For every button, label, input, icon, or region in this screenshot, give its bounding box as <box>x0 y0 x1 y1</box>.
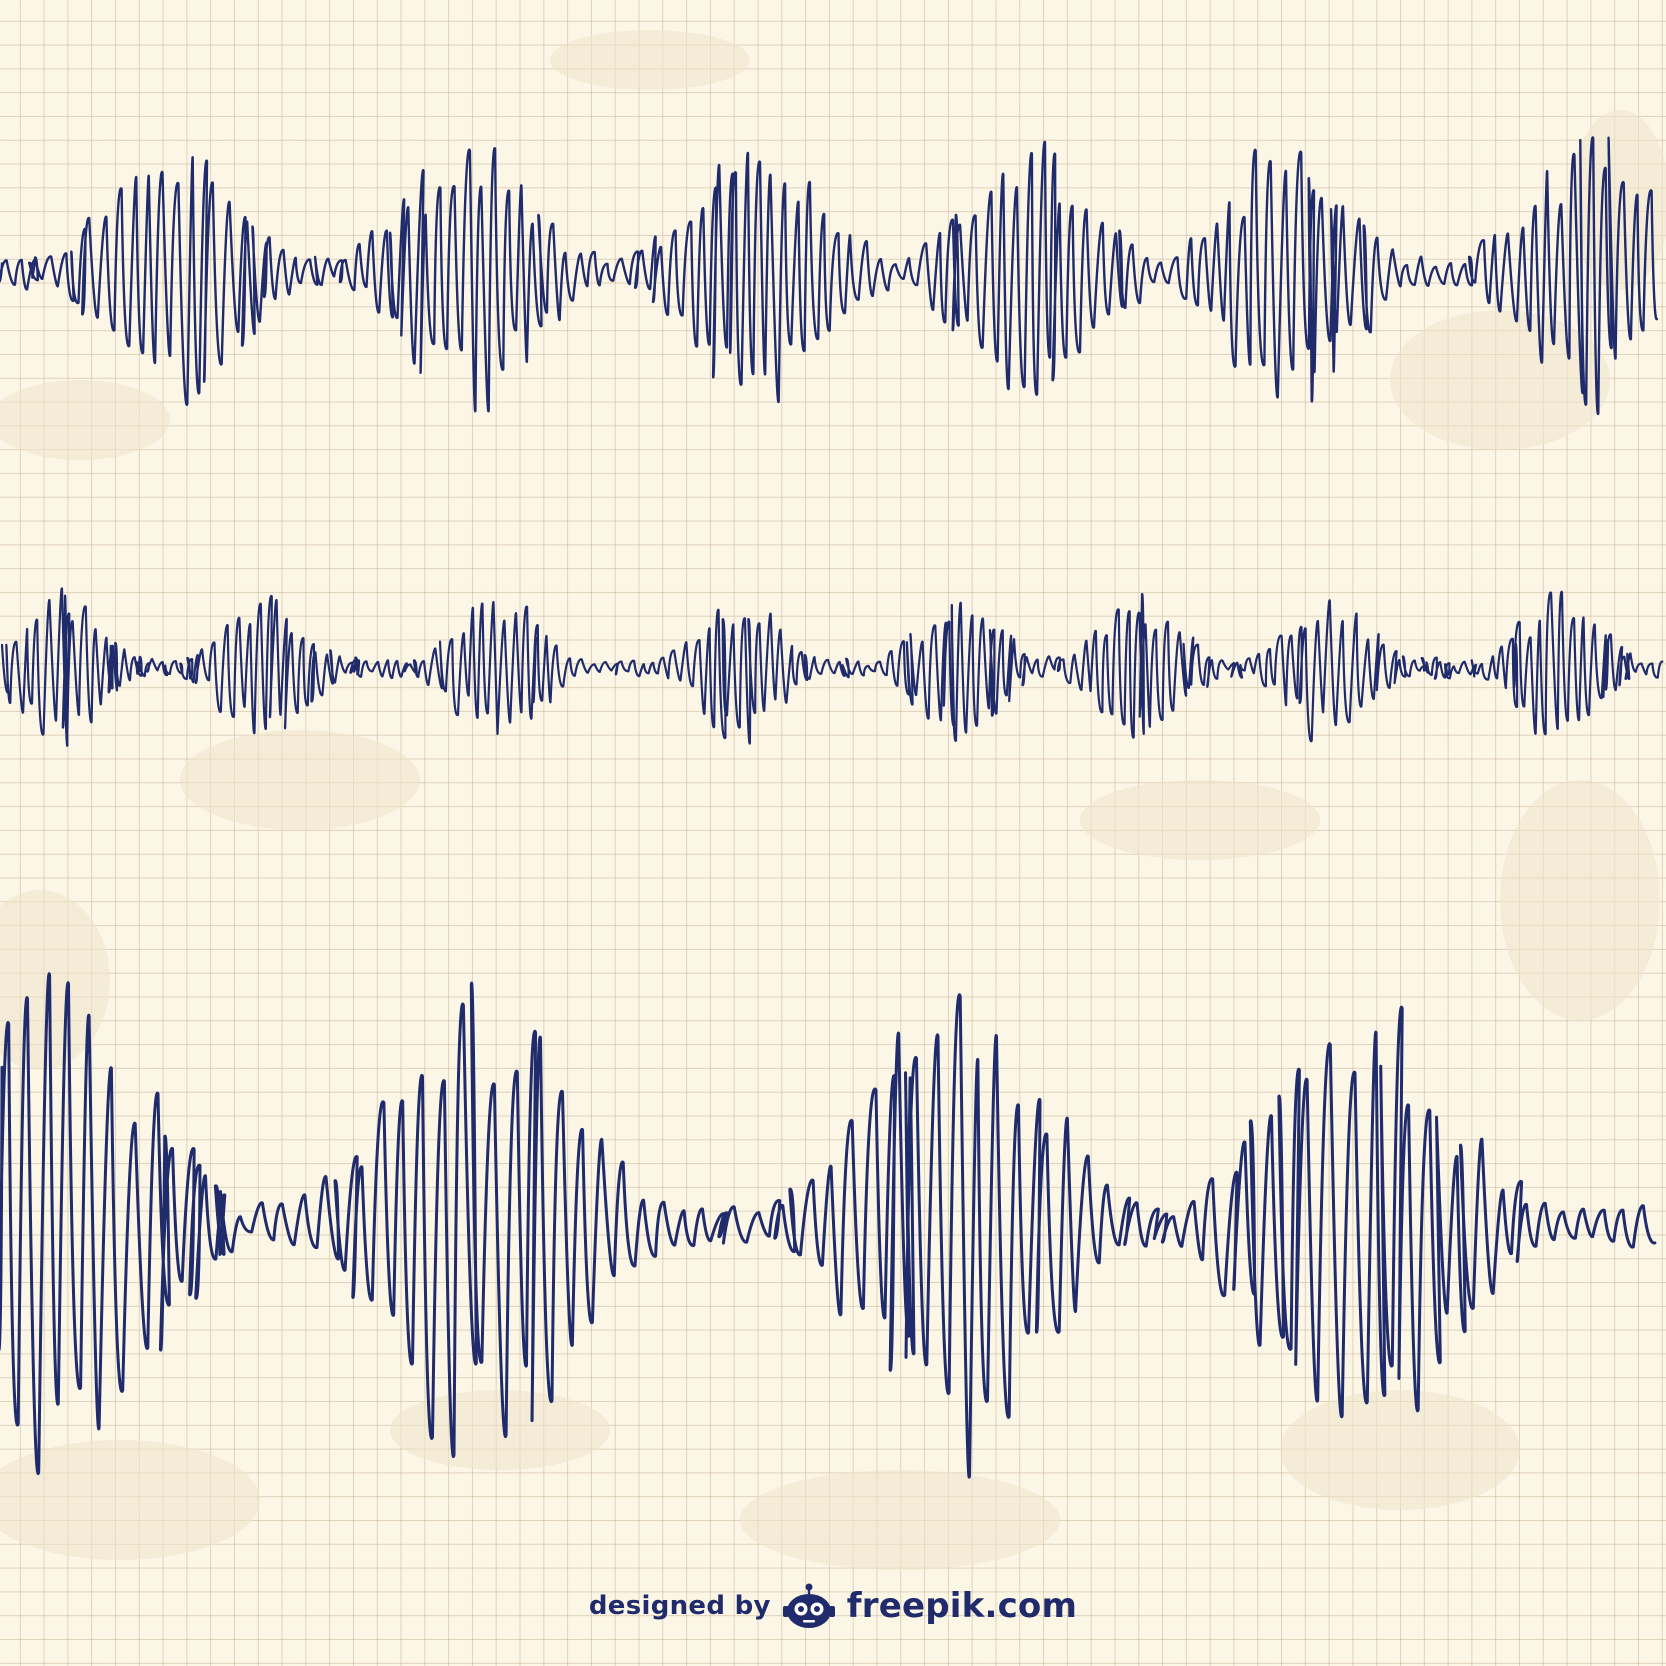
freepik-brand-text: freepik.com <box>846 1586 1078 1626</box>
wave-row-2-stroke <box>0 587 1664 747</box>
waveform-row-top <box>0 136 1659 416</box>
wave-row-1-stroke <box>0 136 1659 416</box>
designed-by-text: designed by <box>588 1591 771 1621</box>
wave-row-3-stroke <box>0 972 1657 1479</box>
waveform-row-middle <box>0 587 1664 747</box>
freepik-credit: designed by freepik.com <box>0 1582 1666 1630</box>
waveform-row-bottom <box>0 972 1657 1479</box>
freepik-robot-logo-icon <box>782 1583 835 1628</box>
